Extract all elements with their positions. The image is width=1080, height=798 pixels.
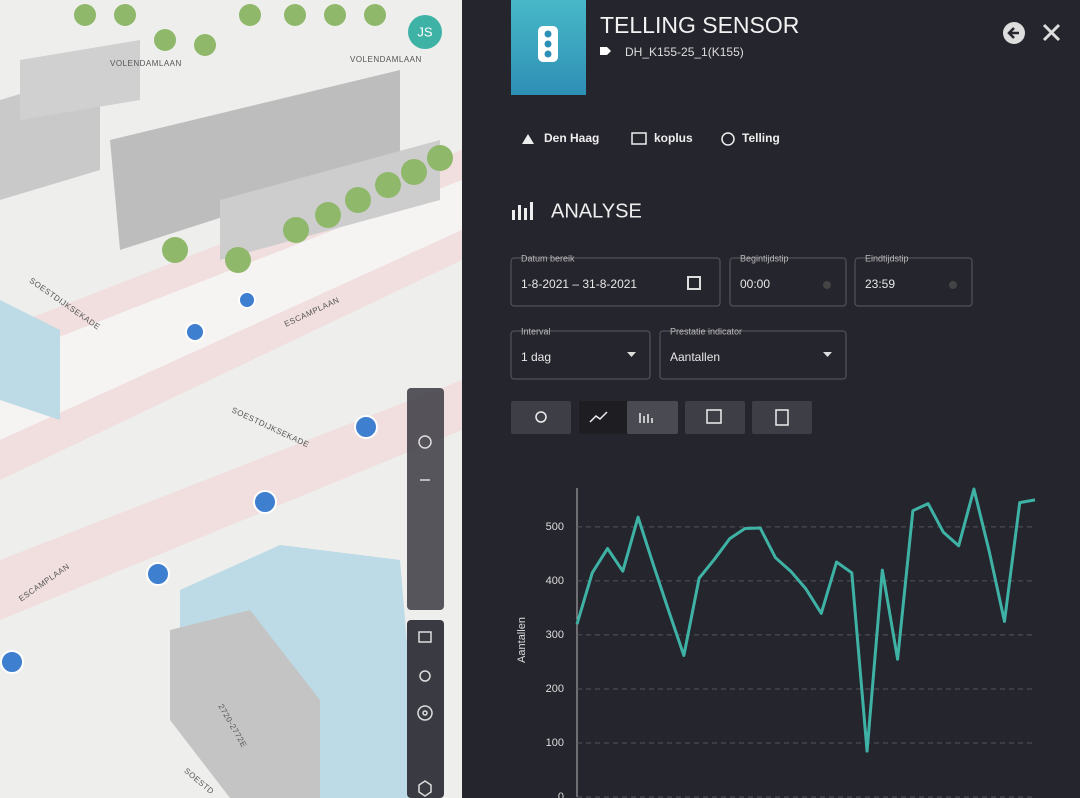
building [170, 610, 320, 798]
dropdown-arrow [823, 352, 832, 357]
building [110, 70, 400, 250]
field-label: Eindtijdstip [865, 253, 909, 263]
clock-icon [949, 281, 957, 289]
field-label: Interval [521, 326, 551, 336]
toolbar-buttons [511, 401, 812, 434]
tab[interactable]: Den Haag [544, 131, 599, 145]
input-field[interactable] [659, 330, 847, 380]
input-field[interactable] [510, 257, 721, 307]
field-value: Aantallen [670, 350, 720, 364]
calendar-icon [687, 276, 701, 290]
draw-toolbar[interactable] [407, 388, 444, 610]
tab[interactable]: koplus [654, 131, 693, 145]
avatar[interactable] [408, 15, 442, 49]
nav-toolbar[interactable] [407, 620, 444, 798]
y-tick-label: 400 [546, 575, 564, 587]
road [0, 380, 462, 620]
y-tick-label: 300 [546, 629, 564, 641]
trees [74, 4, 453, 273]
avatar-initials: JS [417, 24, 433, 39]
field-label: Prestatie indicator [670, 326, 742, 336]
dropdown-arrow [627, 352, 636, 357]
building [20, 40, 140, 120]
field-label: Begintijdstip [740, 253, 789, 263]
chart: 0 100 200 300 400 500 Aantallen [516, 487, 1036, 798]
bar-chart-button[interactable] [627, 401, 678, 434]
tab[interactable]: Telling [742, 131, 780, 145]
tab-icon [631, 132, 647, 145]
tab-icon [721, 132, 735, 146]
traffic-light-lamps [544, 30, 552, 58]
data-line [575, 487, 1036, 753]
close-button[interactable] [1042, 23, 1061, 42]
water [0, 300, 60, 420]
refresh-button[interactable] [511, 401, 571, 434]
field-value: 1 dag [521, 350, 551, 364]
building [220, 140, 440, 260]
clock-icon [823, 281, 831, 289]
field-value: 1-8-2021 – 31-8-2021 [521, 277, 637, 291]
tag-icon [600, 47, 611, 55]
field-value: 23:59 [865, 277, 895, 291]
toolbar-icons [417, 435, 433, 797]
input-field[interactable] [854, 257, 973, 307]
map: VOLENDAMLAAN VOLENDAMLAAN SOESTDIJKSEKAD… [0, 0, 462, 798]
road [0, 180, 462, 440]
field-value: 00:00 [740, 277, 770, 291]
section-title: ANALYSE [551, 200, 642, 222]
clipboard-button[interactable] [752, 401, 812, 434]
panel-title: TELLING SENSOR [600, 12, 799, 38]
input-field[interactable] [729, 257, 847, 307]
map-label: VOLENDAMLAAN [350, 55, 422, 64]
map-label: VOLENDAMLAAN [110, 59, 182, 68]
line-chart-button[interactable] [579, 401, 627, 434]
field-label: Datum bereik [521, 253, 575, 263]
y-axis-label: Aantallen [516, 617, 528, 663]
traffic-signs [0, 291, 378, 674]
input-field[interactable] [510, 330, 651, 380]
side-panel [462, 0, 1080, 798]
y-tick-label: 100 [546, 737, 564, 749]
y-tick-label: 500 [546, 521, 564, 533]
panel-tag: DH_K155-25_1(K155) [625, 45, 744, 59]
y-tick-label: 0 [558, 791, 564, 798]
analyse-icon [512, 202, 533, 220]
back-arrow [1007, 27, 1019, 39]
tab-icon [522, 134, 534, 144]
image-button[interactable] [685, 401, 745, 434]
y-tick-label: 200 [546, 683, 564, 695]
